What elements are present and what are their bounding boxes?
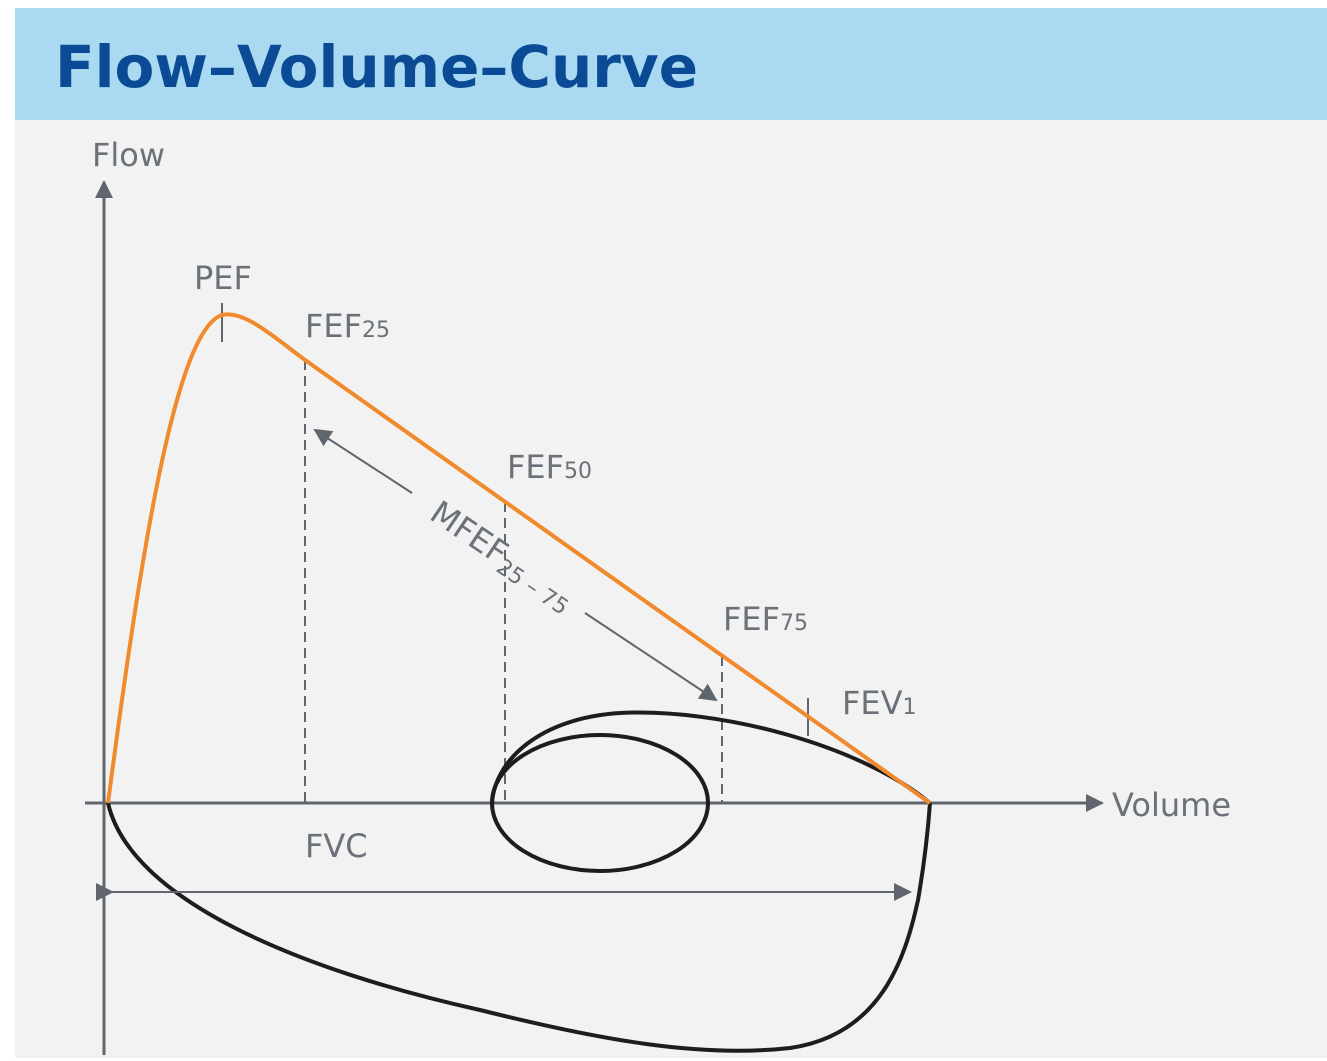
pef-label: PEF (194, 259, 252, 297)
canvas (15, 120, 1327, 1058)
mfef-arrow-right (584, 612, 718, 702)
fef50-label: FEF50 (507, 448, 592, 486)
fev1-sub: 1 (903, 695, 917, 720)
title: Flow–Volume–Curve (55, 33, 698, 101)
black-curves (106, 710, 932, 1053)
fef50-main: FEF (507, 448, 564, 486)
x-axis-label: Volume (1112, 786, 1231, 824)
fef75-sub: 75 (780, 611, 808, 636)
fef50-sub: 50 (564, 459, 592, 484)
fvc-label: FVC (305, 827, 368, 865)
orange-curve (106, 312, 932, 805)
fev1-main: FEV (842, 684, 903, 722)
dashed-lines (304, 360, 723, 803)
fef25-sub: 25 (362, 318, 390, 343)
fef75-label: FEF75 (723, 600, 808, 638)
mfef-arrow-left (313, 428, 413, 494)
fef75-main: FEF (723, 600, 780, 638)
y-axis-label: Flow (92, 136, 165, 174)
header-band (15, 8, 1327, 120)
fev1-label: FEV1 (842, 684, 917, 722)
fef25-label: FEF25 (305, 307, 390, 345)
fef25-main: FEF (305, 307, 362, 345)
